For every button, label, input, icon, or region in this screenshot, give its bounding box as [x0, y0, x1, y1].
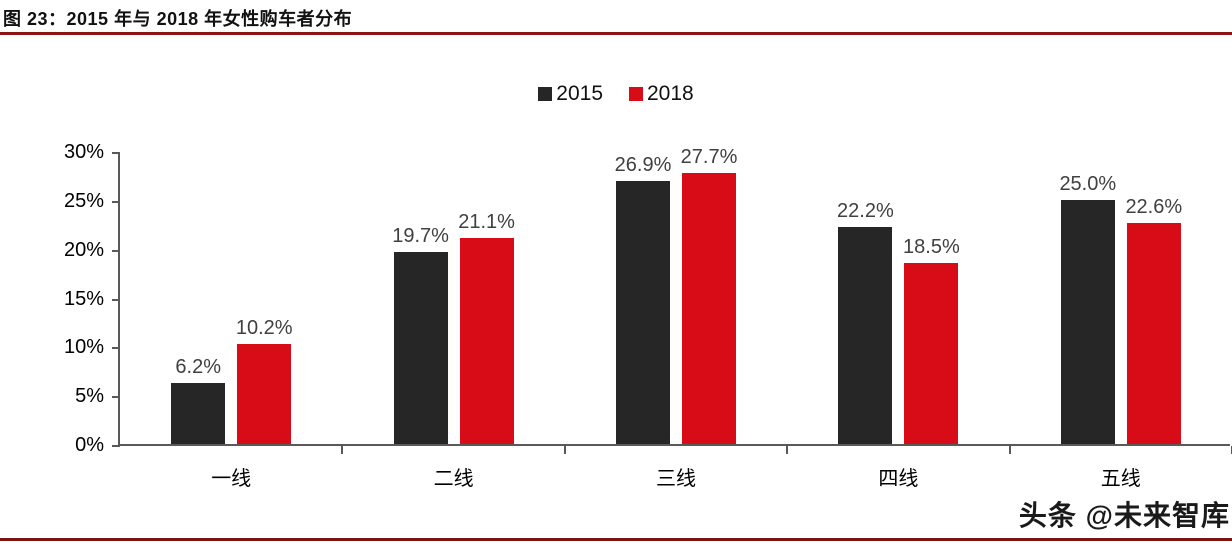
bar-2018-一线	[237, 344, 292, 444]
bar-2018-二线	[459, 237, 514, 444]
x-axis-label-五线: 五线	[1100, 468, 1141, 490]
x-axis-tick	[563, 446, 566, 454]
bar-chart-plot: 0% 5% 10% 15% 20% 25% 30% 6.2% 19.7% 26.9% 22.2% 25…	[64, 141, 1232, 490]
y-axis-label: 30%	[63, 141, 104, 163]
title-underline	[0, 32, 1232, 35]
figure-title: 图 23：2015 年与 2018 年女性购车者分布	[3, 9, 353, 29]
legend-swatch-2015	[538, 87, 553, 101]
y-axis-label: 20%	[63, 238, 104, 261]
bar-2015-五线	[1060, 199, 1115, 444]
y-axis-label: 25%	[63, 189, 104, 212]
value-label-2018-二线: 21.1%	[458, 210, 515, 233]
y-axis-tick	[112, 298, 120, 301]
x-axis-label-三线: 三线	[656, 468, 696, 490]
bar-2015-一线	[171, 383, 226, 444]
y-axis-tick	[112, 445, 120, 447]
y-axis-label: 10%	[63, 336, 104, 359]
x-axis-tick	[786, 446, 789, 454]
legend-item-2015: 2015	[538, 82, 603, 106]
value-label-2015-一线: 6.2%	[175, 356, 221, 379]
bar-2018-三线	[682, 173, 736, 444]
bottom-rule	[0, 538, 1232, 541]
y-axis-tick	[112, 249, 120, 252]
bar-2015-三线	[616, 181, 670, 444]
y-axis-tick	[112, 347, 120, 350]
bar-2018-四线	[904, 263, 959, 444]
watermark: 头条 @未来智库	[1018, 500, 1230, 531]
y-axis-label: 0%	[75, 434, 104, 456]
value-label-2015-二线: 19.7%	[392, 224, 449, 247]
legend-swatch-2018	[629, 87, 643, 101]
bar-2015-二线	[393, 251, 448, 444]
value-label-2018-五线: 22.6%	[1125, 196, 1183, 219]
y-axis-tick	[112, 200, 120, 203]
bar-2018-五线	[1126, 223, 1181, 444]
legend-label-2015: 2015	[556, 82, 603, 105]
x-axis-label-四线: 四线	[878, 468, 919, 490]
y-axis-label: 15%	[63, 287, 104, 310]
chart-legend: 2015 2018	[0, 82, 1232, 106]
y-axis-tick	[112, 152, 120, 154]
bar-2015-四线	[838, 227, 893, 444]
x-axis-tick	[1008, 446, 1011, 454]
value-label-2015-三线: 26.9%	[614, 154, 672, 177]
y-axis-tick	[112, 396, 120, 399]
value-label-2018-四线: 18.5%	[903, 236, 960, 259]
legend-item-2018: 2018	[629, 82, 694, 106]
legend-label-2018: 2018	[647, 82, 694, 105]
x-axis-label-一线: 一线	[211, 468, 252, 490]
value-label-2015-五线: 25.0%	[1059, 172, 1117, 195]
x-axis-label-二线: 二线	[433, 468, 474, 490]
value-label-2018-一线: 10.2%	[235, 317, 293, 340]
value-label-2018-三线: 27.7%	[680, 146, 738, 169]
value-label-2015-四线: 22.2%	[837, 200, 894, 223]
y-axis-label: 5%	[75, 385, 104, 408]
x-axis-tick	[341, 446, 344, 454]
